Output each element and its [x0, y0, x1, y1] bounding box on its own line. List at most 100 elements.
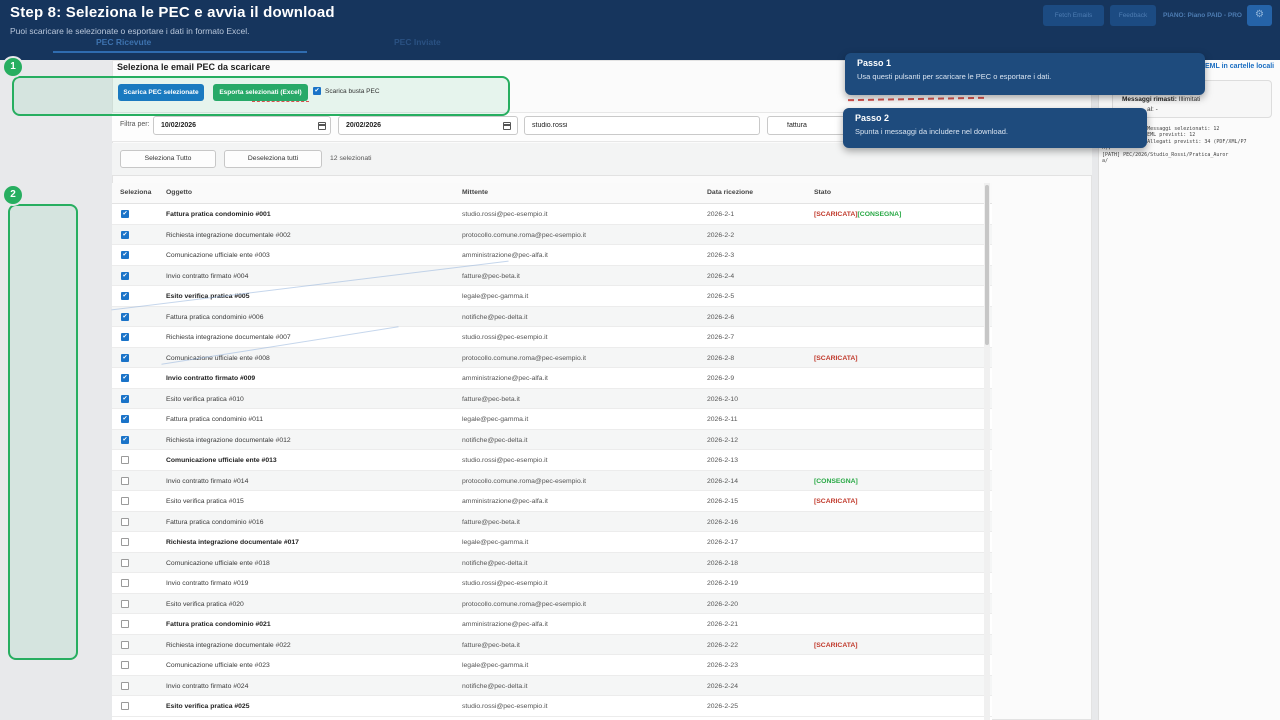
- table-row[interactable]: Richiesta integrazione documentale #007 s…: [112, 327, 992, 348]
- date-from-input[interactable]: [153, 116, 331, 135]
- row-checkbox[interactable]: [121, 620, 129, 628]
- row-checkbox[interactable]: [121, 435, 129, 444]
- row-checkbox[interactable]: [121, 517, 129, 526]
- row-date: 2026-2-10: [707, 395, 738, 403]
- row-checkbox[interactable]: [121, 456, 129, 464]
- calendar-icon[interactable]: [318, 122, 326, 130]
- busta-pec-checkbox[interactable]: [313, 87, 321, 95]
- table-row[interactable]: Fattura pratica condominio #021 amministr…: [112, 614, 992, 635]
- row-date: 2026-2-15: [707, 498, 738, 505]
- section-heading: Seleziona le email PEC da scaricare: [117, 62, 271, 72]
- row-checkbox[interactable]: [121, 333, 129, 341]
- select-all-button[interactable]: Seleziona Tutto: [120, 150, 216, 168]
- row-sender: fatture@pec-beta.it: [462, 272, 520, 280]
- row-date: 2026-2-11: [707, 416, 738, 423]
- sender-filter-input[interactable]: [524, 116, 760, 135]
- table-body: Fattura pratica condominio #001 studio.ro…: [112, 204, 992, 717]
- table-row[interactable]: Invio contratto firmato #009 amministrazi…: [112, 368, 992, 389]
- row-checkbox[interactable]: [121, 681, 129, 690]
- page-subtitle: Puoi scaricare le selezionate o esportar…: [10, 26, 250, 36]
- row-date: 2026-2-6: [707, 313, 735, 321]
- gear-icon[interactable]: ⚙: [1247, 5, 1272, 26]
- busta-pec-label: Scarica busta PEC: [325, 88, 380, 95]
- table-row[interactable]: Invio contratto firmato #019 studio.rossi…: [112, 573, 992, 594]
- export-excel-button[interactable]: Esporta selezionati (Excel): [213, 84, 308, 101]
- table-row[interactable]: Comunicazione ufficiale ente #003 amminis…: [112, 245, 992, 266]
- table-scrollbar[interactable]: [984, 183, 990, 720]
- row-checkbox[interactable]: [121, 579, 129, 587]
- row-checkbox[interactable]: [121, 210, 129, 218]
- row-checkbox[interactable]: [121, 251, 129, 259]
- table-row[interactable]: Fattura pratica condominio #011 legale@pe…: [112, 409, 992, 430]
- row-checkbox[interactable]: [121, 374, 129, 382]
- row-subject: Richiesta integrazione documentale #002: [166, 231, 291, 239]
- row-checkbox[interactable]: [121, 292, 129, 300]
- row-checkbox[interactable]: [121, 230, 129, 239]
- eml-local-folders-label[interactable]: EML in cartelle locali: [1205, 63, 1275, 70]
- table-row[interactable]: Richiesta integrazione documentale #002 p…: [112, 224, 992, 245]
- deselect-all-button[interactable]: Deseleziona tutti: [224, 150, 322, 168]
- table-row[interactable]: Fattura pratica condominio #001 studio.ro…: [112, 204, 992, 225]
- calendar-icon[interactable]: [503, 122, 511, 130]
- row-checkbox[interactable]: [121, 661, 129, 669]
- row-checkbox[interactable]: [121, 353, 129, 362]
- row-checkbox[interactable]: [121, 415, 129, 423]
- row-checkbox[interactable]: [121, 702, 129, 710]
- table-row[interactable]: Esito verifica pratica #010 fatture@pec-b…: [112, 388, 992, 409]
- table-row[interactable]: Comunicazione ufficiale ente #008 protoco…: [112, 347, 992, 368]
- row-subject: Esito verifica pratica #005: [166, 293, 250, 300]
- row-sender: legale@pec-gamma.it: [462, 539, 529, 546]
- table-row[interactable]: Richiesta integrazione documentale #022 f…: [112, 634, 992, 655]
- table-row[interactable]: Comunicazione ufficiale ente #018 notific…: [112, 552, 992, 573]
- table-row[interactable]: Comunicazione ufficiale ente #023 legale@…: [112, 655, 992, 676]
- row-checkbox[interactable]: [121, 394, 129, 403]
- table-row[interactable]: Invio contratto firmato #004 fatture@pec-…: [112, 265, 992, 286]
- plan-badge: PIANO: Piano PAID - PRO: [1163, 12, 1242, 19]
- row-date: 2026-2-18: [707, 559, 738, 567]
- pec-table: Seleziona Oggetto Mittente Data ricezion…: [112, 183, 992, 720]
- feedback-button[interactable]: Feedback: [1110, 5, 1156, 26]
- row-checkbox[interactable]: [121, 271, 129, 280]
- row-date: 2026-2-23: [707, 662, 738, 669]
- fetch-emails-button[interactable]: Fetch Emails: [1043, 5, 1104, 26]
- row-subject: Fattura pratica condominio #001: [166, 211, 271, 218]
- row-checkbox[interactable]: [121, 538, 129, 546]
- table-row[interactable]: Esito verifica pratica #015 amministrazio…: [112, 491, 992, 512]
- table-row[interactable]: Richiesta integrazione documentale #017 l…: [112, 532, 992, 553]
- table-row[interactable]: Invio contratto firmato #024 notifiche@pe…: [112, 675, 992, 696]
- download-selected-button[interactable]: Scarica PEC selezionate: [118, 84, 204, 101]
- table-row[interactable]: Esito verifica pratica #020 protocollo.co…: [112, 593, 992, 614]
- tour-highlight-step2: [8, 204, 78, 660]
- row-checkbox[interactable]: [121, 558, 129, 567]
- row-date: 2026-2-20: [707, 600, 738, 608]
- tab-pec-inviate[interactable]: PEC Inviate: [394, 37, 441, 47]
- row-checkbox[interactable]: [121, 312, 129, 321]
- table-row[interactable]: Fattura pratica condominio #016 fatture@p…: [112, 511, 992, 532]
- table-row[interactable]: Comunicazione ufficiale ente #013 studio.…: [112, 450, 992, 471]
- col-oggetto: Oggetto: [166, 189, 193, 196]
- tour-tooltip-step1[interactable]: Passo 1 Usa questi pulsanti per scaricar…: [845, 53, 1205, 95]
- tab-pec-ricevute[interactable]: PEC Ricevute: [96, 37, 152, 47]
- row-checkbox[interactable]: [121, 599, 129, 608]
- row-date: 2026-2-7: [707, 334, 735, 341]
- date-to-input[interactable]: [338, 116, 518, 135]
- scrollbar-thumb[interactable]: [985, 185, 989, 345]
- row-checkbox[interactable]: [121, 497, 129, 505]
- row-checkbox[interactable]: [121, 640, 129, 649]
- table-row[interactable]: Richiesta integrazione documentale #012 n…: [112, 429, 992, 450]
- row-subject: Richiesta integrazione documentale #022: [166, 641, 291, 649]
- row-date: 2026-2-3: [707, 252, 735, 259]
- row-sender: amministrazione@pec-alfa.it: [462, 498, 548, 505]
- col-seleziona: Seleziona: [120, 189, 152, 196]
- table-row[interactable]: Fattura pratica condominio #006 notifiche…: [112, 306, 992, 327]
- row-status: [SCARICATA]: [814, 641, 858, 649]
- row-subject: Fattura pratica condominio #016: [166, 518, 264, 526]
- row-checkbox[interactable]: [121, 476, 129, 485]
- table-row[interactable]: Invio contratto firmato #014 protocollo.c…: [112, 470, 992, 491]
- tour-tooltip-step2[interactable]: Passo 2 Spunta i messaggi da includere n…: [843, 108, 1147, 148]
- row-status: [SCARICATA]: [814, 354, 858, 362]
- download-log: Messaggi selezionati: 12 EML previsti: 1…: [1102, 126, 1247, 165]
- table-row[interactable]: Esito verifica pratica #025 studio.rossi@…: [112, 696, 992, 717]
- table-row[interactable]: Esito verifica pratica #005 legale@pec-ga…: [112, 286, 992, 307]
